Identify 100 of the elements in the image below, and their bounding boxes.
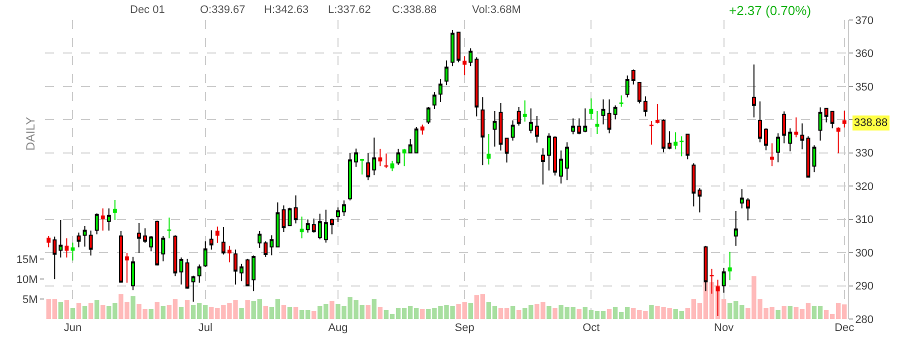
bar xyxy=(287,307,292,319)
bar xyxy=(100,305,106,319)
candlestick xyxy=(637,82,642,104)
candlestick xyxy=(692,162,696,207)
candlestick xyxy=(94,212,99,235)
candlestick xyxy=(402,148,406,167)
candlestick xyxy=(510,120,515,142)
candlestick xyxy=(88,230,93,256)
candlestick xyxy=(607,98,612,134)
candlestick xyxy=(360,158,364,175)
bar xyxy=(468,303,473,319)
candlestick xyxy=(656,104,660,124)
candlestick xyxy=(131,256,135,291)
candlestick xyxy=(215,226,220,244)
y2-tick-label: 5M xyxy=(22,294,38,306)
candlestick xyxy=(76,232,81,248)
candlestick xyxy=(812,144,816,173)
y2-tick-label: 15M xyxy=(16,254,38,266)
candlestick xyxy=(414,126,418,154)
bar xyxy=(788,306,792,319)
candlestick xyxy=(155,220,160,266)
candlestick xyxy=(137,222,142,254)
candlestick xyxy=(571,118,576,135)
bar xyxy=(76,303,82,319)
y-tick-label: 320 xyxy=(855,180,874,193)
candlestick xyxy=(294,194,298,224)
bar xyxy=(148,309,154,319)
text: L:337.62 xyxy=(328,4,371,16)
candlestick xyxy=(504,138,509,164)
y-tick-label: 350 xyxy=(855,81,874,94)
x-tick-label: Aug xyxy=(328,322,348,334)
candlestick xyxy=(553,136,557,176)
candlestick xyxy=(462,56,467,76)
candlestick xyxy=(680,136,684,157)
bar xyxy=(88,303,94,319)
candlestick xyxy=(559,150,564,184)
candlestick xyxy=(806,136,810,178)
x-tick-label: Sep xyxy=(454,322,474,334)
candlestick xyxy=(589,98,594,120)
candlestick xyxy=(601,98,606,125)
candlestick xyxy=(492,110,497,148)
y-tick-label: 330 xyxy=(855,148,874,160)
bar xyxy=(649,305,654,319)
candlestick xyxy=(173,234,178,277)
candlestick xyxy=(354,148,358,168)
x-tick-label: Jul xyxy=(198,322,212,334)
x-tick-label: Oct xyxy=(582,322,600,334)
candlestick xyxy=(740,188,744,209)
candlestick xyxy=(534,116,539,144)
candlestick xyxy=(161,235,166,262)
candlestick xyxy=(366,152,370,181)
candlestick xyxy=(118,230,123,284)
candlestick xyxy=(643,96,648,117)
candlestick xyxy=(668,130,672,150)
candlestick xyxy=(758,100,762,143)
candlestick xyxy=(197,264,202,284)
candlestick xyxy=(836,126,840,154)
bar xyxy=(154,302,160,319)
candlestick xyxy=(324,209,328,244)
candlestick xyxy=(631,69,636,85)
candlestick xyxy=(312,218,316,234)
bar xyxy=(263,306,268,319)
candlestick xyxy=(782,110,786,144)
bar xyxy=(606,309,612,319)
text: +2.37 (0.70%) xyxy=(729,3,812,18)
bar xyxy=(776,310,780,319)
candlestick xyxy=(282,204,286,232)
candlestick xyxy=(662,118,666,153)
candlestick xyxy=(746,198,750,221)
candlestick xyxy=(426,106,430,124)
candlestick xyxy=(486,133,491,166)
candlestick xyxy=(191,275,196,302)
bar xyxy=(293,307,298,319)
candlestick xyxy=(276,202,280,248)
candlestick xyxy=(234,249,238,285)
candlestick xyxy=(474,56,479,117)
bar xyxy=(576,309,582,319)
candlestick xyxy=(240,263,244,282)
y-tick-label: 310 xyxy=(855,214,874,226)
bar xyxy=(239,308,244,319)
y-tick-label: 290 xyxy=(855,280,874,293)
bar xyxy=(178,307,184,319)
candlestick xyxy=(540,148,545,185)
y-tick-label: 280 xyxy=(855,314,874,326)
candlestick xyxy=(468,48,473,67)
candlestick xyxy=(252,255,256,292)
candlestick xyxy=(58,220,63,258)
text: DAILY xyxy=(23,116,38,151)
candlestick xyxy=(125,252,129,284)
bar xyxy=(58,302,64,319)
candlestick xyxy=(456,32,461,63)
candlestick xyxy=(565,142,570,181)
bar xyxy=(372,299,377,319)
candlestick xyxy=(438,78,442,103)
candlestick xyxy=(228,245,232,263)
candlestick xyxy=(209,230,214,250)
candlestick xyxy=(221,226,226,256)
y-tick-label: 370 xyxy=(855,14,874,27)
bar xyxy=(82,306,88,319)
candlestick xyxy=(595,110,600,134)
